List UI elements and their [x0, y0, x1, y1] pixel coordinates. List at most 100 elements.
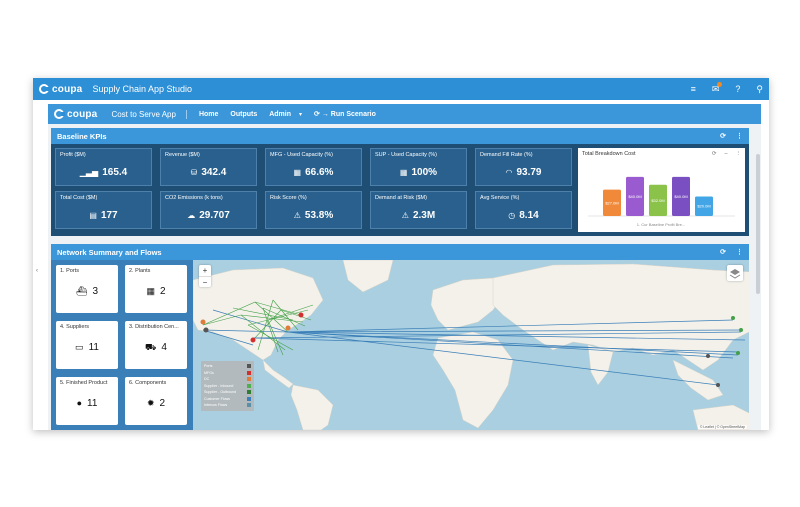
card-value-text: 2 [159, 286, 166, 297]
kpi-value: ⚠ 53.8% [266, 210, 361, 221]
network-card[interactable]: 1. Ports ⛴ 3 [56, 265, 118, 313]
mfg-marker[interactable] [298, 312, 304, 318]
network-card[interactable]: 5. Finished Product ● 11 [56, 377, 118, 425]
run-scenario-button[interactable]: ⟳ → Run Scenario [314, 111, 376, 118]
sidebar-toggle-icon[interactable]: ‹ [36, 268, 38, 274]
kpi-value-text: 29.707 [199, 210, 230, 221]
coupa-logo-icon [39, 84, 50, 94]
card-value-text: 2 [159, 398, 166, 409]
legend-swatch [247, 377, 251, 382]
card-value: ▦ 2 [125, 286, 187, 297]
help-icon[interactable]: ? [735, 84, 741, 94]
chart-bar[interactable] [695, 196, 713, 216]
ship-icon: ⛴ [76, 286, 88, 296]
network-card[interactable]: 6. Components ✹ 2 [125, 377, 187, 425]
card-value: ● 11 [56, 398, 118, 409]
network-card[interactable]: 2. Plants ▦ 2 [125, 265, 187, 313]
kpi-tile[interactable]: CO2 Emissions (k tons) ☁ 29.707 [160, 191, 257, 229]
kpi-value: ⚠ 2.3M [371, 210, 466, 221]
legend-entry: DC [204, 376, 251, 383]
card-value: ⛴ 3 [56, 286, 118, 297]
chart-bar[interactable] [603, 189, 621, 216]
port-marker[interactable] [203, 327, 209, 333]
chart-plot: $27.0M $40.0M $32.0M $40.0M $20.0M 1. Cur Bas… [588, 176, 735, 227]
card-label: 1. Ports [60, 268, 79, 274]
app-logo[interactable]: coupa [54, 109, 97, 120]
filter-icon[interactable]: ≡ [690, 84, 696, 94]
kpi-tile[interactable]: Total Cost ($M) ▤ 177 [55, 191, 152, 229]
legend-label: Customer Flows [204, 396, 230, 401]
zoom-in-button[interactable]: + [202, 266, 208, 275]
chart-bar[interactable] [672, 176, 690, 216]
port-marker[interactable] [706, 354, 710, 358]
flow-line [280, 309, 312, 321]
legend-swatch [247, 364, 251, 369]
customer-flows [202, 309, 746, 386]
kpi-value: ◠ 93.79 [476, 167, 571, 178]
coupa-logo[interactable]: coupa [39, 84, 82, 95]
warning-icon: ⚠ [293, 211, 301, 220]
kpi-value-text: 342.4 [201, 167, 227, 178]
kpi-value: ◷ 8.14 [476, 210, 571, 221]
dc-marker[interactable] [200, 319, 206, 325]
chart-more-icon[interactable]: ⋮ [735, 151, 742, 157]
flow-line [257, 299, 274, 351]
chart-bar[interactable] [626, 176, 644, 216]
flow-line [267, 319, 284, 356]
flow-line [287, 329, 742, 333]
kpi-tile[interactable]: SUP - Used Capacity (%) ▦ 100% [370, 148, 467, 186]
europe-land [430, 277, 504, 331]
kpi-value-text: 8.14 [519, 210, 539, 221]
kpi-tile[interactable]: Demand Fill Rate (%) ◠ 93.79 [475, 148, 572, 186]
flow-line [287, 319, 734, 333]
flow-line [232, 307, 294, 321]
refresh-icon[interactable]: ⟳ [720, 133, 726, 140]
network-card[interactable]: 4. Suppliers ▭ 11 [56, 321, 118, 369]
map-attribution[interactable]: © Leaflet | © OpenStreetMap [697, 425, 747, 429]
nav-admin[interactable]: Admin [269, 110, 291, 118]
australia-land [692, 404, 749, 430]
flow-line [247, 324, 294, 351]
layers-button[interactable] [727, 265, 743, 281]
app-content: coupa Cost to Serve App Home Outputs Adm… [48, 104, 761, 430]
network-card[interactable]: 3. Distribution Cen... ⛟ 4 [125, 321, 187, 369]
app-studio-title: Supply Chain App Studio [92, 84, 193, 94]
network-map[interactable]: + − Ports MFGs DC Supplier - Inbound Supplie… [193, 260, 749, 430]
zoom-out-button[interactable]: − [199, 276, 211, 287]
kpi-tile[interactable]: Avg Service (%) ◷ 8.14 [475, 191, 572, 229]
user-icon[interactable]: ⚲ [756, 83, 763, 94]
kpi-tile[interactable]: MFG - Used Capacity (%) ▦ 66.6% [265, 148, 362, 186]
bar-chart-icon: ▁▃▅ [79, 168, 99, 177]
baseline-kpis-panel: Baseline KPIs ⟳ ⋮ Total Breakdown Cost ⟳… [51, 128, 749, 236]
chart-refresh-icon[interactable]: ⟳ [711, 151, 717, 157]
kpi-label: Demand Fill Rate (%) [480, 152, 533, 158]
kpi-tile[interactable]: Revenue ($M) ⛁ 342.4 [160, 148, 257, 186]
nav-outputs[interactable]: Outputs [230, 110, 258, 118]
flow-line [267, 304, 314, 321]
kpi-tile[interactable]: Profit ($M) ▁▃▅ 165.4 [55, 148, 152, 186]
flow-line [202, 329, 254, 346]
port-marker[interactable] [716, 383, 720, 387]
kpi-tile[interactable]: Demand at Risk ($M) ⚠ 2.3M [370, 191, 467, 229]
card-value: ⛟ 4 [125, 342, 187, 354]
more-icon[interactable]: ⋮ [736, 133, 743, 140]
chart-collapse-icon[interactable]: – [724, 151, 728, 157]
supplier-marker[interactable] [739, 328, 743, 332]
supplier-marker[interactable] [736, 351, 740, 355]
chart-bar[interactable] [649, 184, 667, 216]
nav-home[interactable]: Home [198, 110, 219, 118]
top-bar: coupa Supply Chain App Studio ≡ ✉ ? ⚲ [33, 78, 769, 100]
legend-entry: Supplier - Outbound [204, 389, 251, 396]
kpi-tile[interactable]: Risk Score (%) ⚠ 53.8% [265, 191, 362, 229]
legend-swatch [247, 403, 251, 408]
notifications-icon[interactable]: ✉ [712, 81, 723, 95]
network-refresh-icon[interactable]: ⟳ [720, 249, 726, 256]
mfg-marker[interactable] [250, 337, 256, 343]
supplier-marker[interactable] [731, 316, 735, 320]
scrollbar[interactable] [756, 154, 760, 294]
network-more-icon[interactable]: ⋮ [736, 249, 743, 256]
kpi-label: Risk Score (%) [270, 195, 307, 201]
admin-caret-icon[interactable]: ▾ [299, 111, 303, 118]
dc-marker[interactable] [285, 325, 291, 331]
card-value-text: 11 [87, 398, 98, 409]
